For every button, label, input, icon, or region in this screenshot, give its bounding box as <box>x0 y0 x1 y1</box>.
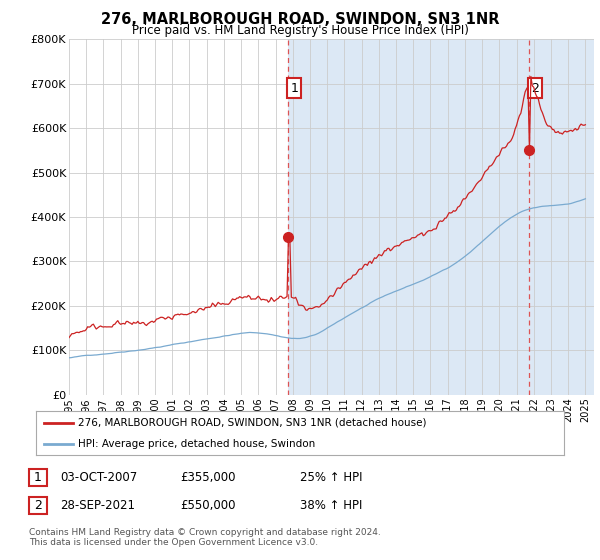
Text: Price paid vs. HM Land Registry's House Price Index (HPI): Price paid vs. HM Land Registry's House … <box>131 24 469 36</box>
Text: £550,000: £550,000 <box>180 498 235 512</box>
Text: 2: 2 <box>531 82 539 95</box>
Text: £355,000: £355,000 <box>180 470 235 484</box>
Text: 1: 1 <box>34 470 42 484</box>
Text: HPI: Average price, detached house, Swindon: HPI: Average price, detached house, Swin… <box>78 439 316 449</box>
Text: 276, MARLBOROUGH ROAD, SWINDON, SN3 1NR (detached house): 276, MARLBOROUGH ROAD, SWINDON, SN3 1NR … <box>78 418 427 428</box>
Text: 38% ↑ HPI: 38% ↑ HPI <box>300 498 362 512</box>
Text: Contains HM Land Registry data © Crown copyright and database right 2024.
This d: Contains HM Land Registry data © Crown c… <box>29 528 380 548</box>
Text: 03-OCT-2007: 03-OCT-2007 <box>60 470 137 484</box>
Text: 25% ↑ HPI: 25% ↑ HPI <box>300 470 362 484</box>
Text: 1: 1 <box>290 82 298 95</box>
Text: 276, MARLBOROUGH ROAD, SWINDON, SN3 1NR: 276, MARLBOROUGH ROAD, SWINDON, SN3 1NR <box>101 12 499 27</box>
Text: 2: 2 <box>34 498 42 512</box>
Bar <box>289 39 594 395</box>
Text: 28-SEP-2021: 28-SEP-2021 <box>60 498 135 512</box>
